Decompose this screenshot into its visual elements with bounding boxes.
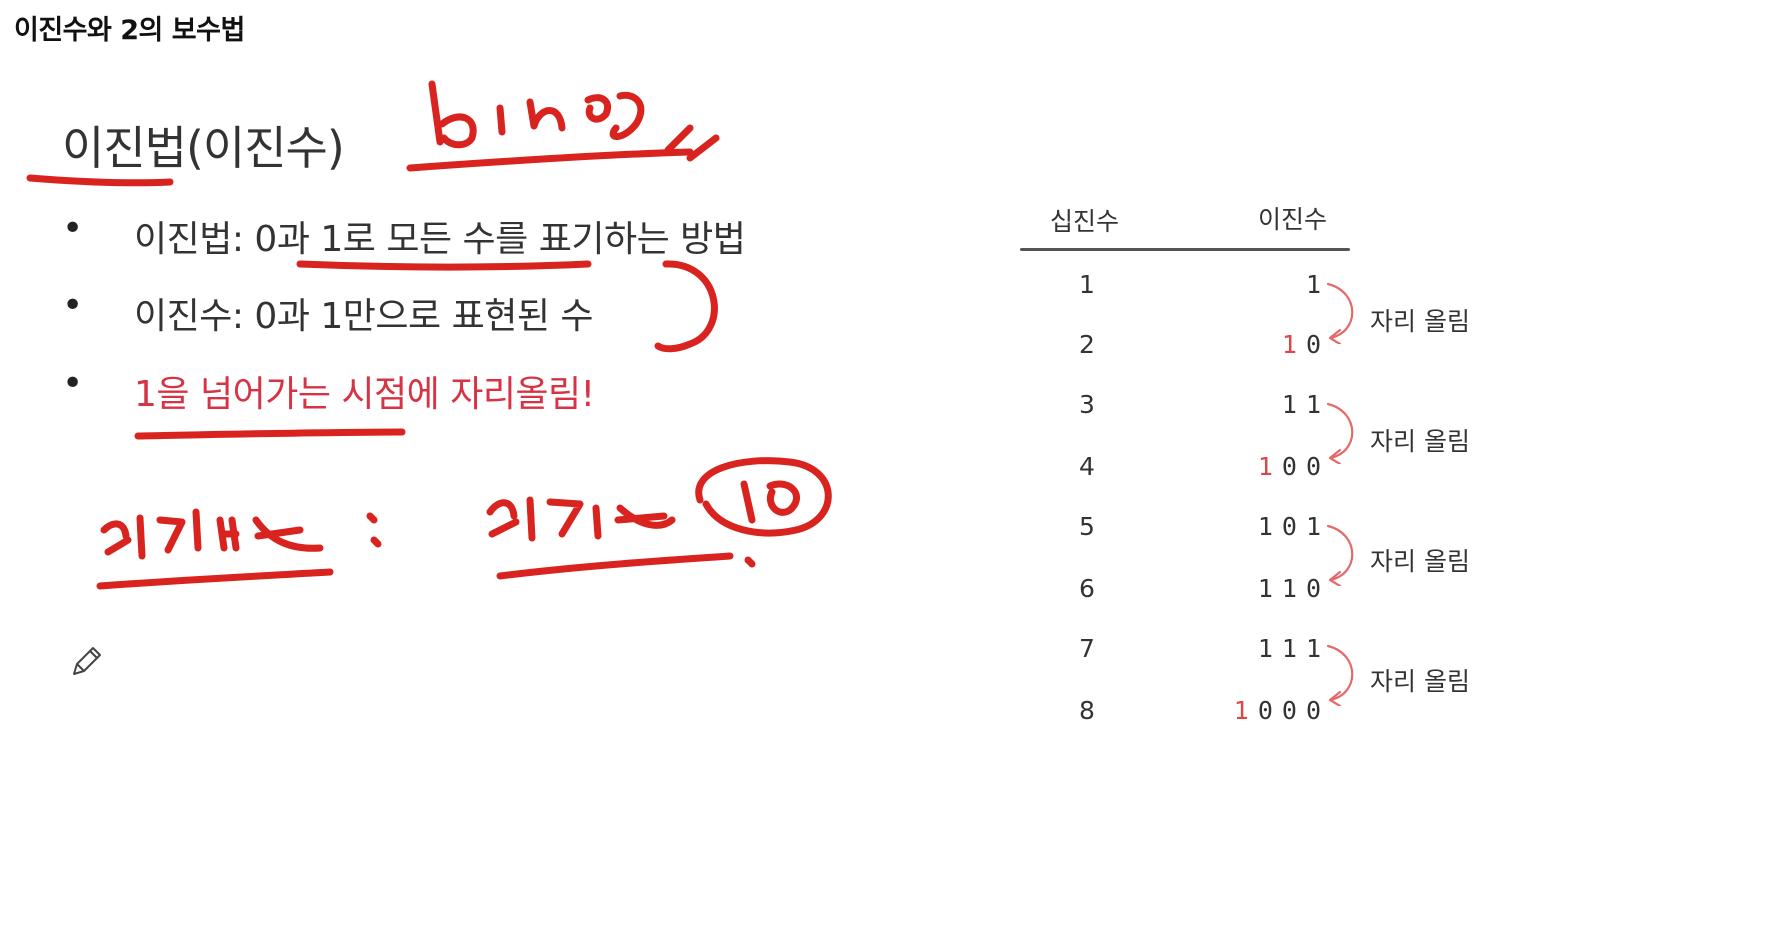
decimal-value: 7 xyxy=(1079,634,1095,663)
binary-digits: 1 xyxy=(1305,270,1330,299)
decimal-value: 5 xyxy=(1079,512,1095,541)
binary-digits: 000 xyxy=(1257,696,1330,725)
ink-sipjinbeop-underline xyxy=(96,568,334,590)
ink-bracket xyxy=(654,260,718,353)
binary-digits: 0 xyxy=(1305,330,1330,359)
ink-slash-marks xyxy=(664,124,720,162)
binary-value: 111 xyxy=(1258,634,1330,663)
decimal-column-header: 십진수 xyxy=(1050,207,1120,236)
binary-digits: 00 xyxy=(1281,452,1330,481)
carry-label: 자리 올림 xyxy=(1370,547,1470,576)
binary-digits: 111 xyxy=(1257,634,1330,663)
binary-digits: 110 xyxy=(1257,574,1330,603)
bullet-text: 1을 넘어가는 시점에 자리올림! xyxy=(134,374,595,415)
decimal-value: 3 xyxy=(1079,390,1095,419)
carry-arrow-icon xyxy=(1326,644,1354,706)
decimal-value: 6 xyxy=(1079,574,1095,603)
carry-label: 자리 올림 xyxy=(1370,667,1470,696)
ink-underline-bullet1 xyxy=(296,260,592,271)
ink-sipjinsu-underline xyxy=(496,552,734,580)
bullet-dot: • xyxy=(62,208,83,249)
ink-underline-bullet3 xyxy=(134,428,406,440)
ink-binary-word xyxy=(428,80,645,149)
binary-value: 110 xyxy=(1258,574,1330,603)
carry-arrow-icon xyxy=(1326,282,1354,344)
binary-value: 1 xyxy=(1306,270,1330,299)
decimal-binary-table: 십진수 이진수 1 1 2 10 3 11 4 100 5 101 6 110 … xyxy=(1000,190,1520,750)
carry-digit: 1 xyxy=(1281,330,1306,359)
carry-label: 자리 올림 xyxy=(1370,427,1470,456)
binary-value: 10 xyxy=(1282,330,1330,359)
binary-value: 100 xyxy=(1258,452,1330,481)
ink-dot xyxy=(744,556,756,568)
decimal-value: 8 xyxy=(1079,696,1095,725)
ink-sipjinsu xyxy=(486,496,676,542)
bullet-dot: • xyxy=(62,285,83,326)
ink-circled-ten xyxy=(695,457,832,537)
pencil-icon[interactable] xyxy=(66,642,106,682)
binary-value: 1000 xyxy=(1234,696,1330,725)
carry-arrow-icon xyxy=(1326,524,1354,586)
bullet-text: 이진수: 0과 1만으로 표현된 수 xyxy=(134,296,594,337)
bullet-text: 이진법: 0과 1로 모든 수를 표기하는 방법 xyxy=(134,219,746,260)
binary-digits: 101 xyxy=(1257,512,1330,541)
carry-digit: 1 xyxy=(1233,696,1258,725)
ink-underline-heading xyxy=(26,174,174,187)
decimal-value: 4 xyxy=(1079,452,1095,481)
binary-column-header: 이진수 xyxy=(1258,205,1328,234)
ink-sipjinbeop xyxy=(100,508,324,560)
binary-value: 101 xyxy=(1258,512,1330,541)
binary-digits: 11 xyxy=(1281,390,1330,419)
ink-colon xyxy=(366,512,382,548)
page-title: 이진수와 2의 보수법 xyxy=(14,15,245,46)
binary-value: 11 xyxy=(1282,390,1330,419)
carry-digit: 1 xyxy=(1257,452,1282,481)
carry-label: 자리 올림 xyxy=(1370,307,1470,336)
bullet-dot: • xyxy=(62,363,83,404)
carry-arrow-icon xyxy=(1326,402,1354,464)
ink-binary-underline xyxy=(406,148,694,172)
header-divider xyxy=(1020,248,1350,251)
section-heading: 이진법(이진수) xyxy=(62,121,345,175)
decimal-value: 1 xyxy=(1079,270,1095,299)
decimal-value: 2 xyxy=(1079,330,1095,359)
